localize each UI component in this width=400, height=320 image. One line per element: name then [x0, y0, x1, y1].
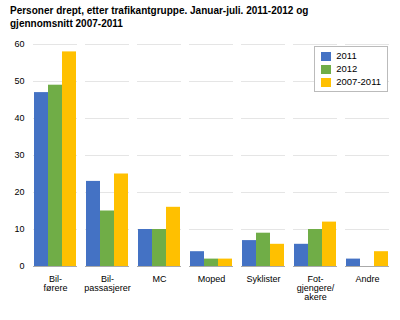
svg-text:10: 10	[14, 224, 24, 234]
html-text:2007-2011: 2007-2011	[336, 75, 381, 87]
svg-text:60: 60	[14, 39, 24, 49]
svg-text:30: 30	[14, 150, 24, 160]
svg-text:Moped: Moped	[198, 274, 226, 284]
html-text:Personer drept, etter trafikan: Personer drept, etter trafikantgruppe. J…	[10, 5, 309, 29]
svg-text:Andre: Andre	[355, 274, 379, 284]
html-text:2011: 2011	[336, 50, 357, 61]
svg-text:20: 20	[14, 187, 24, 197]
svg-text:0: 0	[19, 261, 24, 271]
html-text:2012: 2012	[336, 62, 358, 74]
svg-text:Fot-gjengere/akere: Fot-gjengere/akere	[297, 274, 335, 302]
svg-text:40: 40	[14, 113, 24, 123]
svg-text:Bil-førere: Bil-førere	[43, 274, 67, 293]
svg-text:Bil-passasjerer: Bil-passasjerer	[84, 274, 131, 293]
svg-text:50: 50	[14, 76, 24, 86]
svg-text:Syklister: Syklister	[246, 274, 280, 284]
svg-text:MC: MC	[153, 274, 167, 284]
